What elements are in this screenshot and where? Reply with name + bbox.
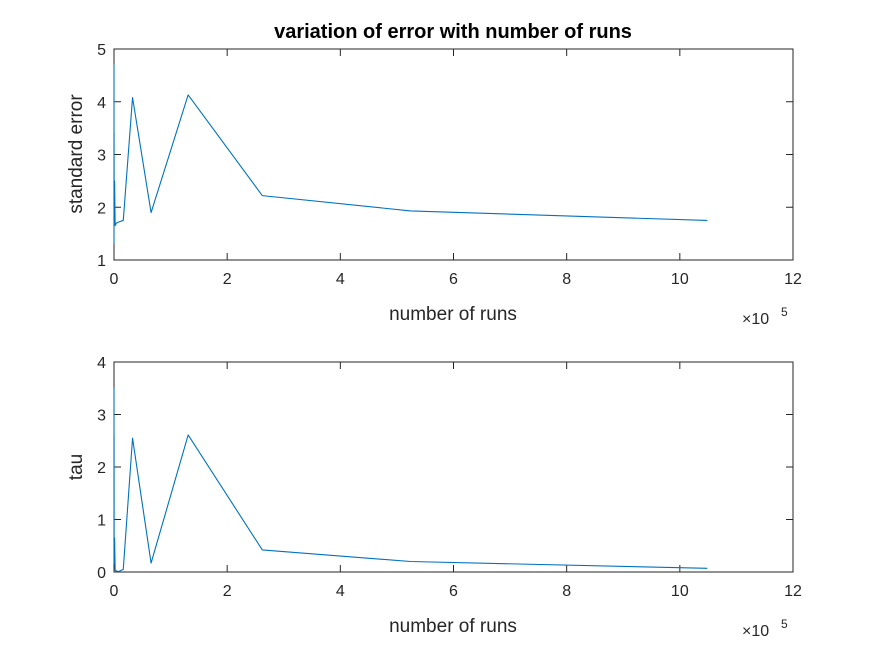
y-tick-label: 0: [97, 565, 106, 582]
y-tick-label: 4: [97, 355, 106, 372]
x-tick-label: 6: [449, 271, 458, 288]
x-tick-label: 8: [562, 271, 571, 288]
x-tick-label: 10: [671, 583, 689, 600]
x-exponent-label: ×10: [742, 623, 769, 640]
x-exponent-value: 5: [781, 617, 788, 631]
x-tick-label: 2: [223, 271, 232, 288]
y-tick-label: 2: [97, 460, 106, 477]
x-tick-label: 12: [784, 583, 802, 600]
x-exponent-value: 5: [781, 305, 788, 319]
plot-area-box: [113, 48, 794, 261]
y-tick-label: 2: [97, 200, 106, 217]
x-tick-label: 8: [562, 583, 571, 600]
data-series: [113, 64, 708, 245]
x-tick-label: 4: [336, 271, 345, 288]
x-tick-label: 2: [223, 583, 232, 600]
y-tick-label: 1: [97, 513, 106, 530]
y-tick-label: 3: [97, 148, 106, 165]
y-axis-label: tau: [66, 454, 87, 480]
y-tick-label: 4: [97, 95, 106, 112]
x-axis-label: number of runs: [389, 304, 517, 325]
x-tick-label: 4: [336, 583, 345, 600]
y-tick-label: 5: [97, 42, 106, 59]
x-tick-label: 0: [110, 583, 119, 600]
y-tick-label: 3: [97, 408, 106, 425]
x-axis-label: number of runs: [389, 616, 517, 637]
x-tick-label: 6: [449, 583, 458, 600]
x-tick-label: 0: [110, 271, 119, 288]
data-series: [113, 387, 708, 573]
x-tick-label: 12: [784, 271, 802, 288]
y-axis-label: standard error: [66, 94, 87, 214]
x-tick-label: 10: [671, 271, 689, 288]
plot-area-box: [113, 361, 794, 573]
chart-title: variation of error with number of runs: [274, 21, 632, 43]
y-tick-label: 1: [97, 253, 106, 270]
x-exponent-label: ×10: [742, 311, 769, 328]
subplot-standard-error: variation of error with number of runs n…: [66, 21, 802, 328]
